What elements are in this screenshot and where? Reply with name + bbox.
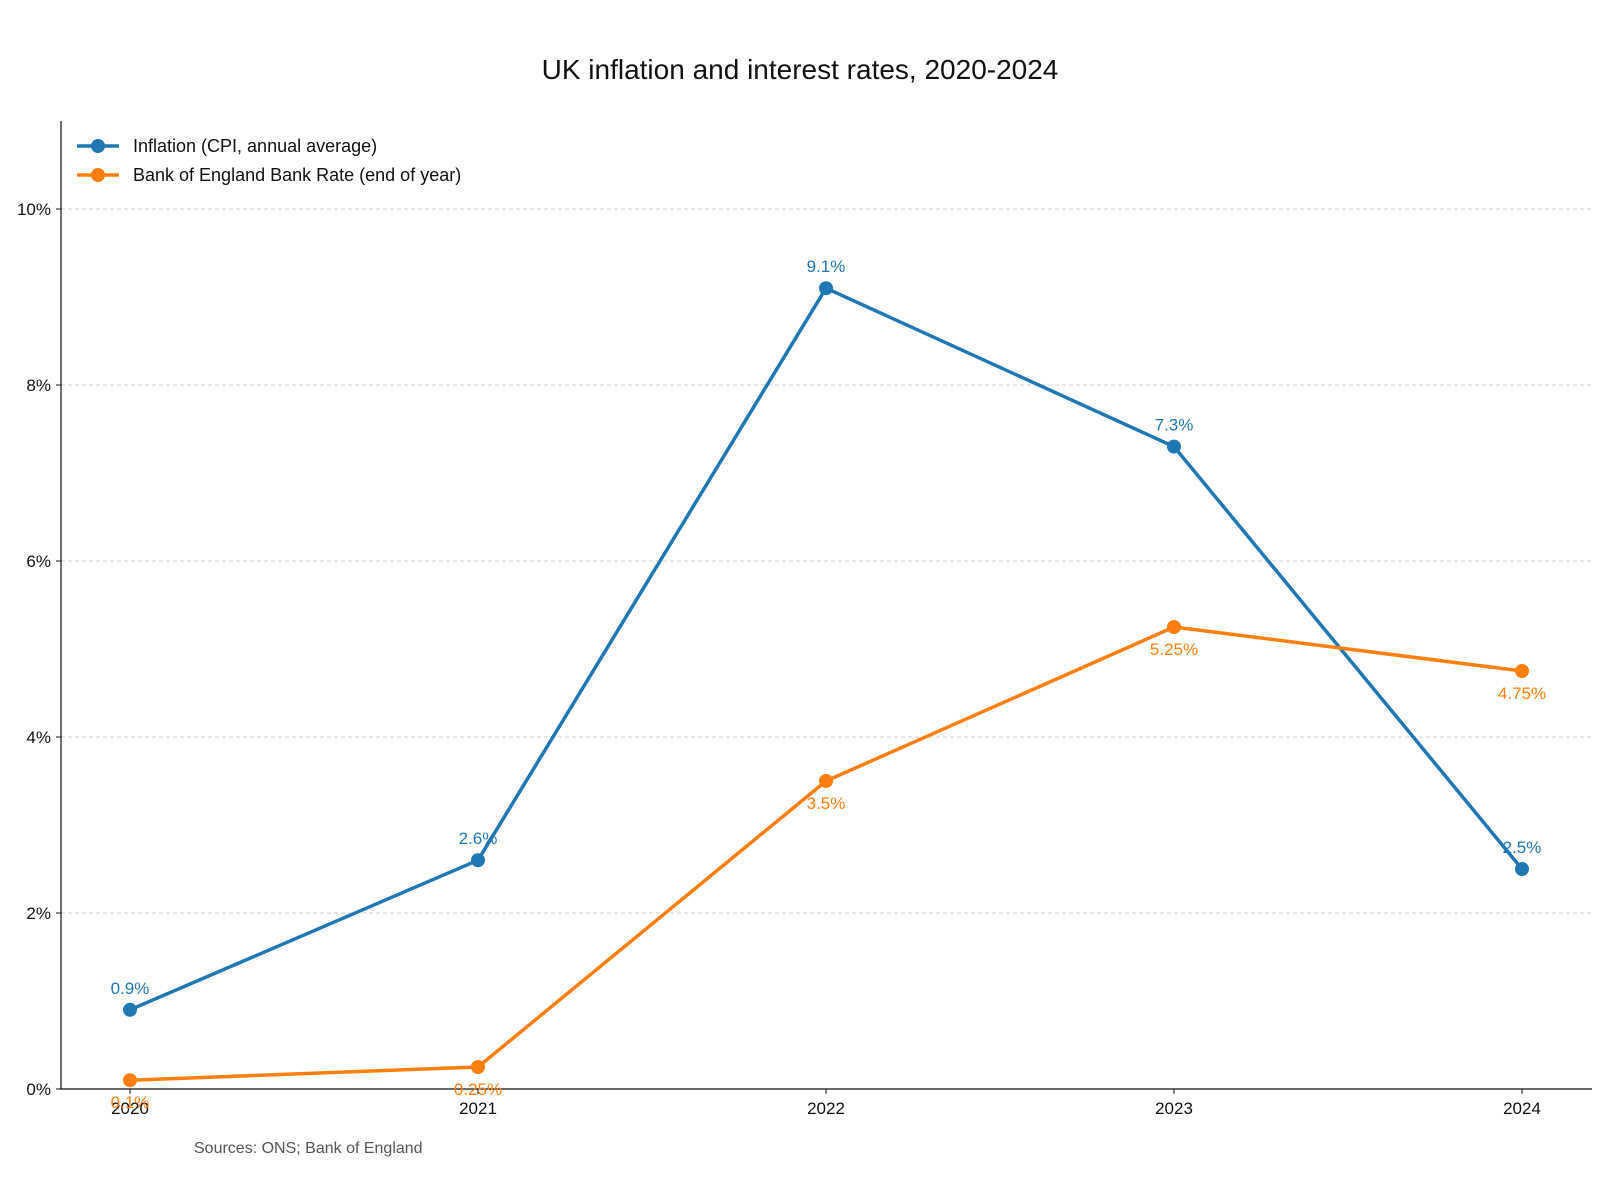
legend-label: Bank of England Bank Rate (end of year) <box>133 165 461 185</box>
x-tick-label: 2024 <box>1503 1099 1541 1118</box>
series-line-1 <box>129 625 1523 1082</box>
data-point <box>123 1002 137 1017</box>
x-tick-label: 2022 <box>807 1099 845 1118</box>
data-point <box>1515 862 1529 876</box>
data-label: 0.9% <box>111 979 150 998</box>
data-label: 5.25% <box>1150 640 1198 659</box>
legend-marker <box>91 168 105 182</box>
legend-marker <box>91 139 105 153</box>
y-tick-label: 2% <box>26 904 51 923</box>
data-label: 7.3% <box>1155 416 1194 435</box>
data-point <box>819 774 833 788</box>
chart-title: UK inflation and interest rates, 2020-20… <box>541 54 1059 85</box>
series-lines <box>123 281 1529 1088</box>
y-tick-label: 4% <box>26 728 51 747</box>
data-label: 2.6% <box>459 829 498 848</box>
data-point <box>1167 439 1181 454</box>
data-point <box>1167 620 1181 634</box>
data-label: 4.75% <box>1498 684 1546 703</box>
source-note: Sources: ONS; Bank of England <box>194 1140 423 1157</box>
series-line-0 <box>129 286 1524 1012</box>
data-labels: 0.9% 2.6% 9.1% 7.3% 2.5% 0.1% 0.25% 3.5% 5.25% 4.… <box>111 257 1546 1112</box>
y-tick-label: 8% <box>26 376 51 395</box>
legend: Inflation (CPI, annual average) Bank of E… <box>77 136 461 185</box>
data-label: 2.5% <box>1503 838 1542 857</box>
axes: 0% 2% 4% 6% 8% 10% 2020 2021 2022 2023 2024 <box>17 121 1592 1118</box>
data-label: 3.5% <box>807 794 846 813</box>
data-label: 0.25% <box>454 1080 502 1099</box>
x-tick-label: 2021 <box>459 1099 497 1118</box>
x-tick-label: 2020 <box>111 1099 149 1118</box>
y-tick-label: 10% <box>17 200 51 219</box>
x-tick-label: 2023 <box>1155 1099 1193 1118</box>
data-point <box>819 281 833 296</box>
y-tick-label: 6% <box>26 552 51 571</box>
data-label: 9.1% <box>807 257 846 276</box>
data-label: 0.1% <box>111 1093 150 1112</box>
data-point <box>1515 664 1529 678</box>
y-tick-label: 0% <box>26 1080 51 1099</box>
data-point <box>123 1073 137 1088</box>
legend-label: Inflation (CPI, annual average) <box>133 136 377 156</box>
data-point <box>471 853 485 868</box>
data-point <box>471 1060 485 1074</box>
gridlines <box>61 208 1592 914</box>
